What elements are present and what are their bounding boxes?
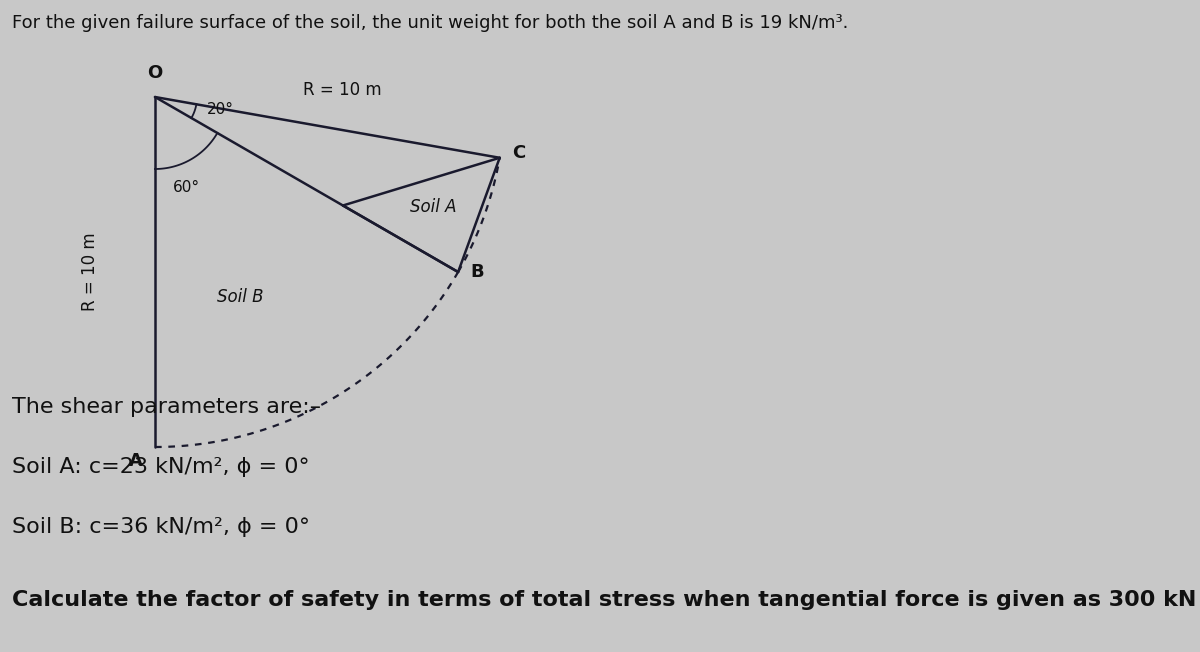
- Text: Soil B: Soil B: [217, 288, 263, 306]
- Text: Calculate the factor of safety in terms of total stress when tangential force is: Calculate the factor of safety in terms …: [12, 590, 1200, 610]
- Text: The shear parameters are:–: The shear parameters are:–: [12, 397, 322, 417]
- Text: R = 10 m: R = 10 m: [82, 233, 98, 311]
- Text: 20°: 20°: [208, 102, 234, 117]
- Text: B: B: [470, 263, 484, 281]
- Text: R = 10 m: R = 10 m: [304, 82, 382, 99]
- Text: Soil A: Soil A: [410, 198, 457, 216]
- Text: Soil A: c=23 kN/m², ϕ = 0°: Soil A: c=23 kN/m², ϕ = 0°: [12, 457, 310, 477]
- Text: C: C: [511, 144, 524, 162]
- Text: For the given failure surface of the soil, the unit weight for both the soil A a: For the given failure surface of the soi…: [12, 14, 848, 32]
- Text: Soil B: c=36 kN/m², ϕ = 0°: Soil B: c=36 kN/m², ϕ = 0°: [12, 517, 310, 537]
- Text: A: A: [130, 452, 143, 470]
- Text: O: O: [148, 64, 163, 82]
- Text: 60°: 60°: [173, 179, 200, 194]
